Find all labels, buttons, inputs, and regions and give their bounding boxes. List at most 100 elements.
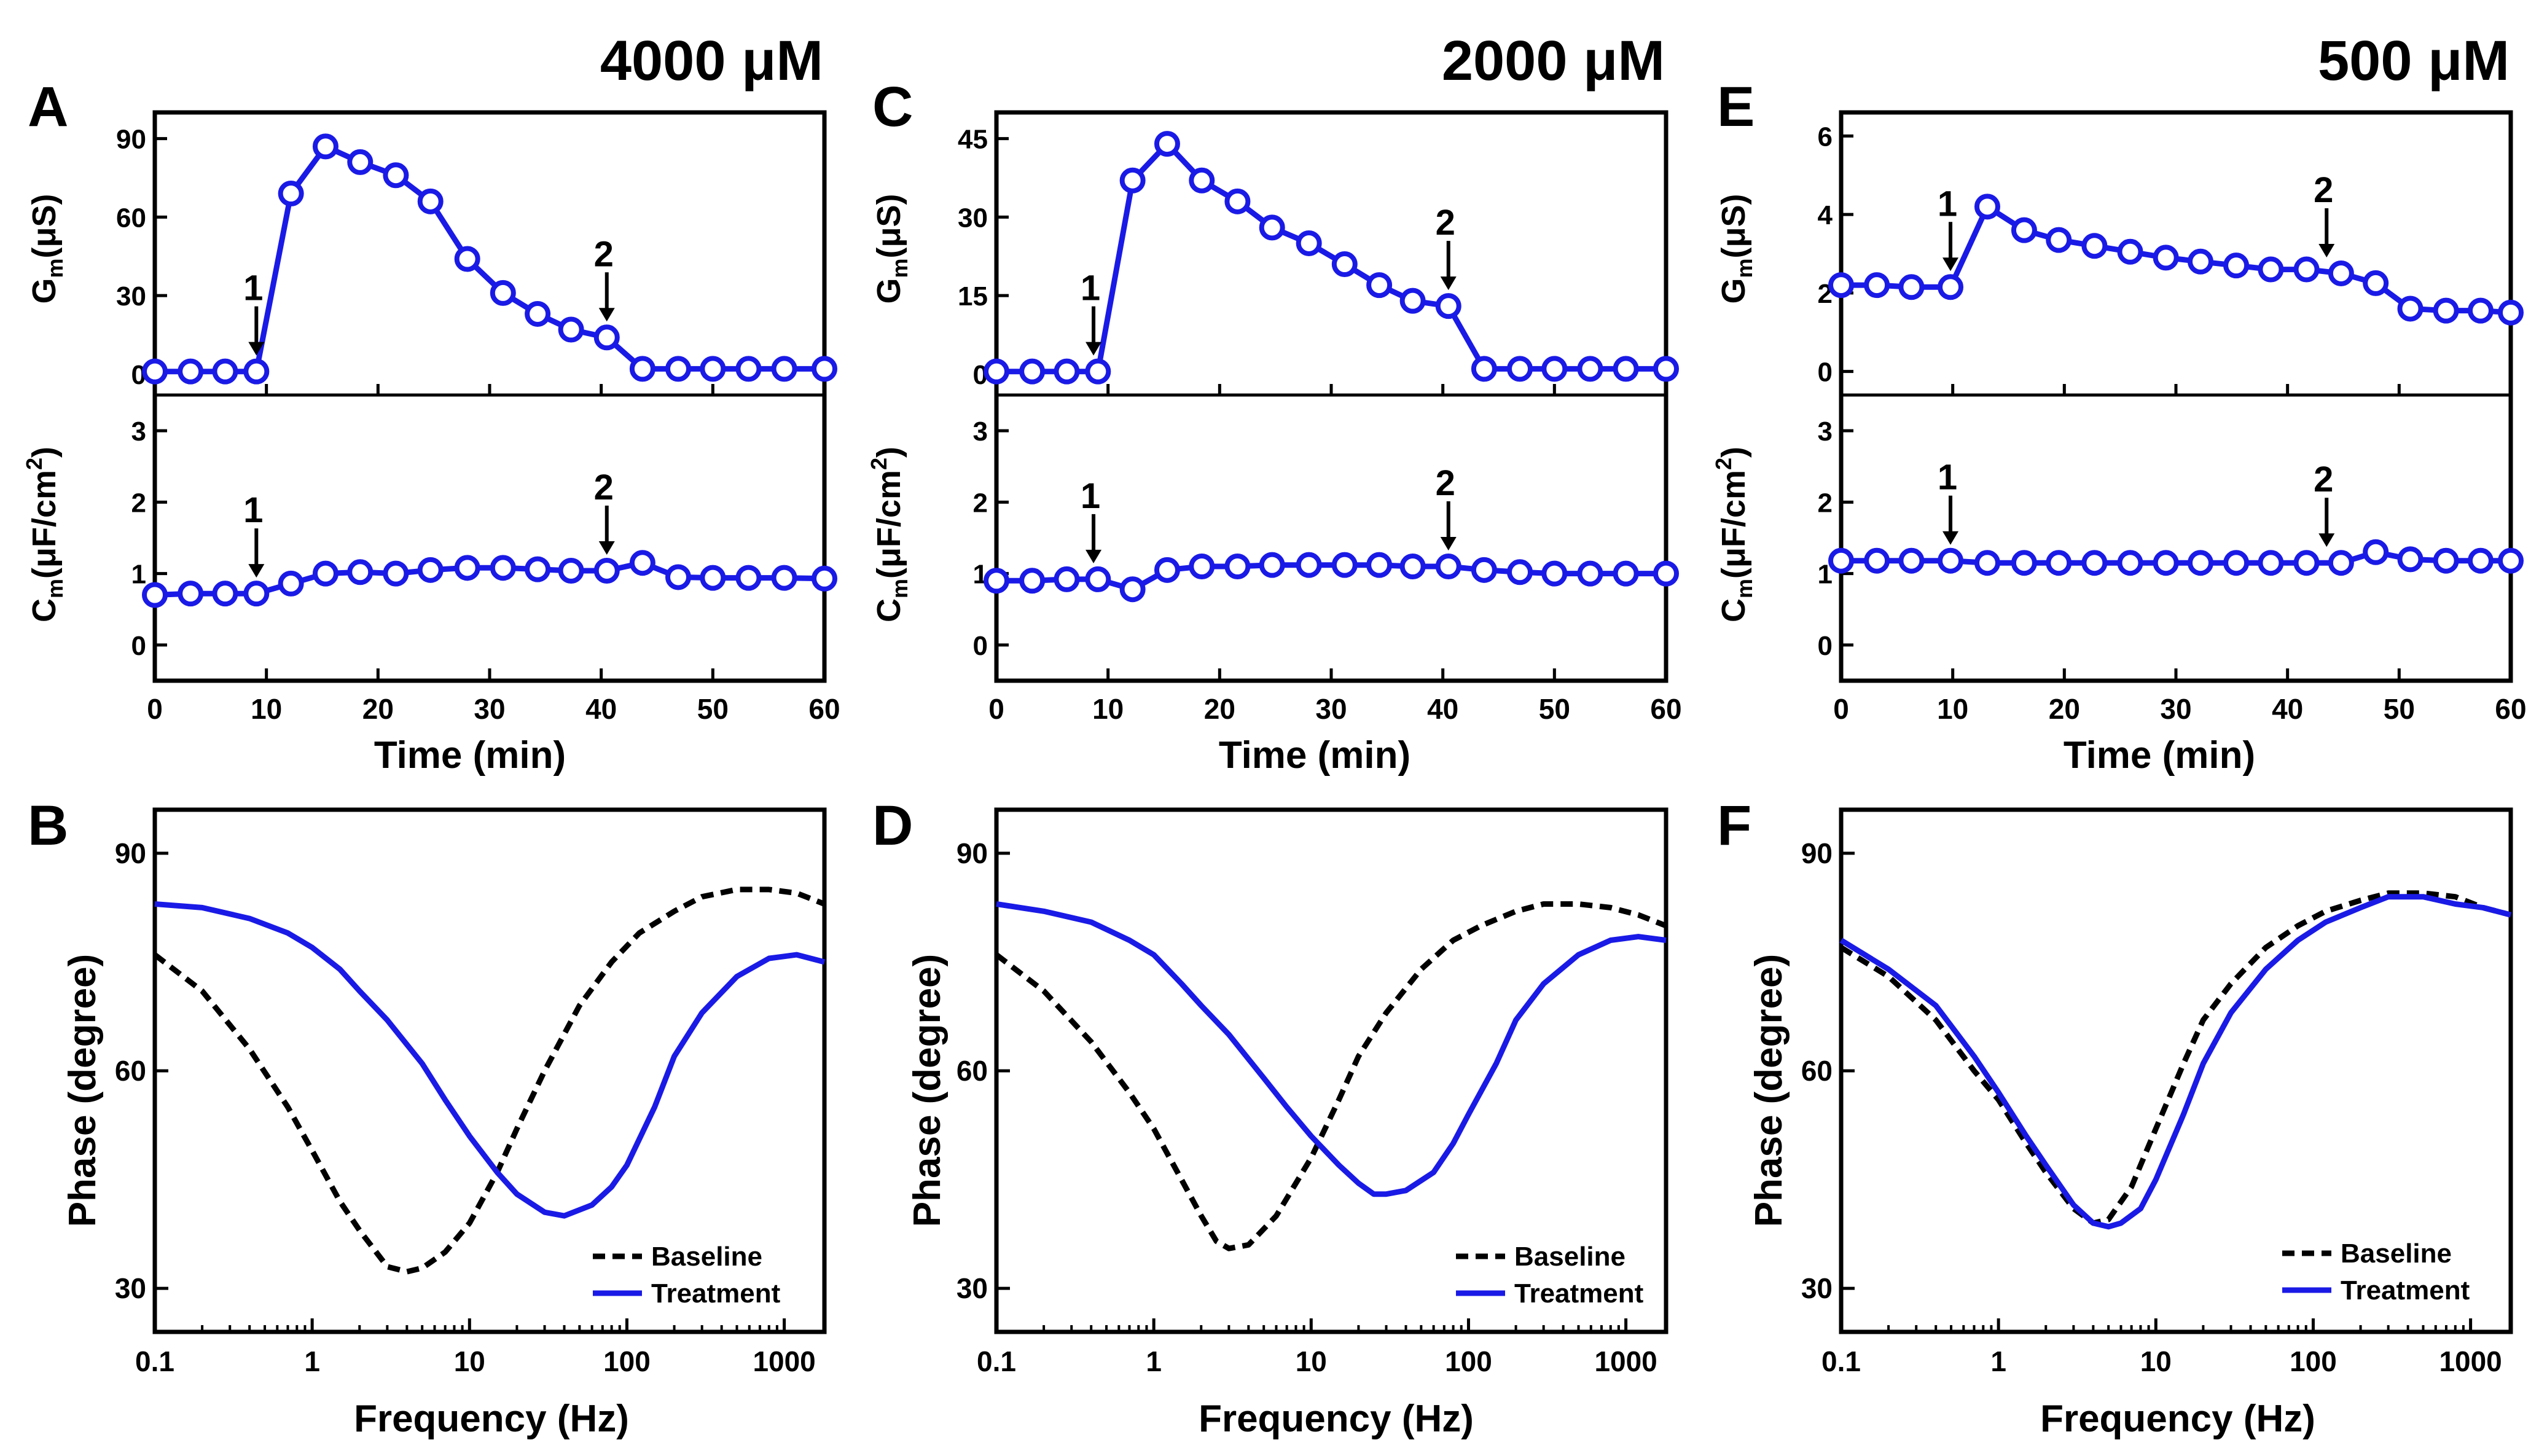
- gm-data-point-a: [417, 188, 444, 214]
- cm-data-point-a: [665, 564, 692, 590]
- freq-x-tick-label-b: 1000: [753, 1345, 815, 1377]
- cm-data-point-a: [593, 557, 620, 584]
- cm-data-point-c: [1577, 560, 1603, 587]
- cm-data-point-c: [1507, 559, 1533, 585]
- cm-data-point-c: [1054, 566, 1080, 592]
- freq-xlabel-d: Frequency (Hz): [1199, 1398, 1474, 1440]
- gm-data-point-c: [1224, 188, 1251, 214]
- gm-data-point-a: [665, 356, 692, 382]
- arrow-label: 2: [594, 468, 614, 507]
- freq-y-tick-label-b: 30: [115, 1272, 146, 1304]
- gm-data-point-a: [735, 356, 762, 382]
- freq-xlabel-b: Frequency (Hz): [354, 1398, 629, 1440]
- cm-data-point-a: [558, 557, 584, 584]
- cm-ylabel-c: Cm(μF/cm2): [866, 447, 912, 622]
- gm-data-point-e: [2046, 227, 2072, 253]
- arrow-label: 1: [1938, 184, 1957, 224]
- gm-series-line-c: [996, 141, 1666, 375]
- cm-data-point-a: [454, 555, 480, 581]
- gm-data-point-e: [2293, 256, 2320, 283]
- cm-data-point-a: [212, 581, 238, 607]
- freq-x-tick-label-f: 100: [2290, 1345, 2337, 1377]
- concentration-title-4000: 4000 μM: [600, 29, 823, 92]
- panel-letter-e: E: [1717, 76, 1755, 138]
- gm-y-tick-label-a: 60: [116, 203, 146, 233]
- legend-d: Baseline Treatment: [1456, 1242, 1644, 1309]
- gm-data-point-c: [1471, 356, 1497, 382]
- arrow-head: [1086, 342, 1102, 356]
- gm-data-point-c: [1507, 356, 1533, 382]
- cm-data-point-c: [1154, 557, 1180, 583]
- phase-ylabel-f: Phase (degree): [1748, 954, 1790, 1227]
- cm-arrow-1-a: 1: [243, 490, 265, 578]
- gm-data-point-e: [2467, 297, 2494, 324]
- gm-data-point-a: [178, 358, 204, 385]
- arrow-head: [598, 541, 615, 555]
- gm-arrow-1-e: 1: [1938, 184, 1959, 272]
- cm-data-point-c: [1259, 552, 1285, 578]
- cm-data-point-c: [1085, 566, 1111, 592]
- arrow-head: [1440, 276, 1457, 291]
- concentration-title-2000: 2000 μM: [1442, 29, 1665, 92]
- cm-data-point-e: [2498, 547, 2524, 574]
- phase-ylabel-d: Phase (degree): [906, 954, 949, 1227]
- arrow-label: 1: [1081, 268, 1100, 308]
- gm-data-point-c: [1331, 251, 1358, 278]
- cm-data-point-e: [2046, 550, 2072, 576]
- gm-data-point-a: [383, 162, 409, 189]
- gm-data-point-e: [2153, 245, 2179, 271]
- gm-data-point-a: [525, 300, 551, 327]
- gm-data-point-e: [2397, 296, 2424, 322]
- cm-arrow-1-e: 1: [1938, 458, 1959, 545]
- x-tick-label-e: 0: [1833, 693, 1849, 725]
- cm-y-tick-label-c: 3: [973, 417, 988, 447]
- panel-letter-d: D: [872, 794, 913, 857]
- cm-data-point-e: [2293, 550, 2320, 576]
- gm-arrow-2-a: 2: [594, 234, 615, 322]
- cm-data-point-a: [347, 559, 374, 585]
- gm-data-point-e: [1974, 194, 2000, 220]
- gm-data-point-a: [490, 280, 516, 306]
- freq-x-tick-label-b: 0.1: [135, 1345, 174, 1377]
- cm-data-point-a: [142, 582, 168, 608]
- gm-data-point-a: [812, 356, 837, 382]
- x-tick-label-a: 40: [585, 693, 617, 725]
- time-xlabel-e: Time (min): [2064, 734, 2255, 777]
- gm-data-point-e: [2081, 233, 2108, 259]
- legend-baseline-label-b: Baseline: [651, 1242, 762, 1272]
- cm-data-point-a: [178, 581, 204, 607]
- x-tick-label-e: 30: [2160, 693, 2191, 725]
- freq-y-tick-label-d: 60: [957, 1055, 988, 1087]
- cm-arrow-2-c: 2: [1436, 463, 1457, 550]
- cm-arrow-2-a: 2: [594, 468, 615, 555]
- treatment-curve-d: [996, 901, 1667, 1197]
- gm-data-point-c: [1085, 358, 1111, 385]
- gm-data-point-e: [1898, 274, 1925, 300]
- x-tick-label-a: 30: [474, 693, 505, 725]
- cm-data-point-c: [1541, 560, 1568, 587]
- gm-data-point-c: [1435, 293, 1461, 319]
- arrow-label: 1: [1938, 458, 1957, 498]
- gm-data-point-e: [1828, 272, 1854, 299]
- legend-baseline-label-d: Baseline: [1514, 1242, 1626, 1272]
- cm-data-point-a: [700, 565, 726, 591]
- x-tick-label-e: 50: [2384, 693, 2415, 725]
- freq-x-tick-label-b: 10: [454, 1345, 485, 1377]
- gm-y-tick-label-a: 30: [116, 281, 146, 311]
- concentration-title-500: 500 μM: [2318, 29, 2510, 92]
- baseline-curve-f: [1839, 890, 2512, 1226]
- freq-xlabel-f: Frequency (Hz): [2040, 1398, 2315, 1440]
- gm-y-tick-label-e: 4: [1818, 200, 1833, 230]
- gm-data-point-a: [593, 324, 620, 351]
- cm-data-point-a: [383, 560, 409, 587]
- panel-letter-b: B: [28, 794, 68, 857]
- gm-data-point-e: [2498, 299, 2524, 326]
- cm-y-tick-label-a: 2: [131, 488, 146, 518]
- arrow-head: [248, 342, 265, 356]
- x-tick-label-a: 50: [697, 693, 729, 725]
- x-tick-label-e: 40: [2272, 693, 2303, 725]
- gm-arrow-2-e: 2: [2314, 170, 2335, 257]
- cm-data-point-a: [735, 565, 762, 591]
